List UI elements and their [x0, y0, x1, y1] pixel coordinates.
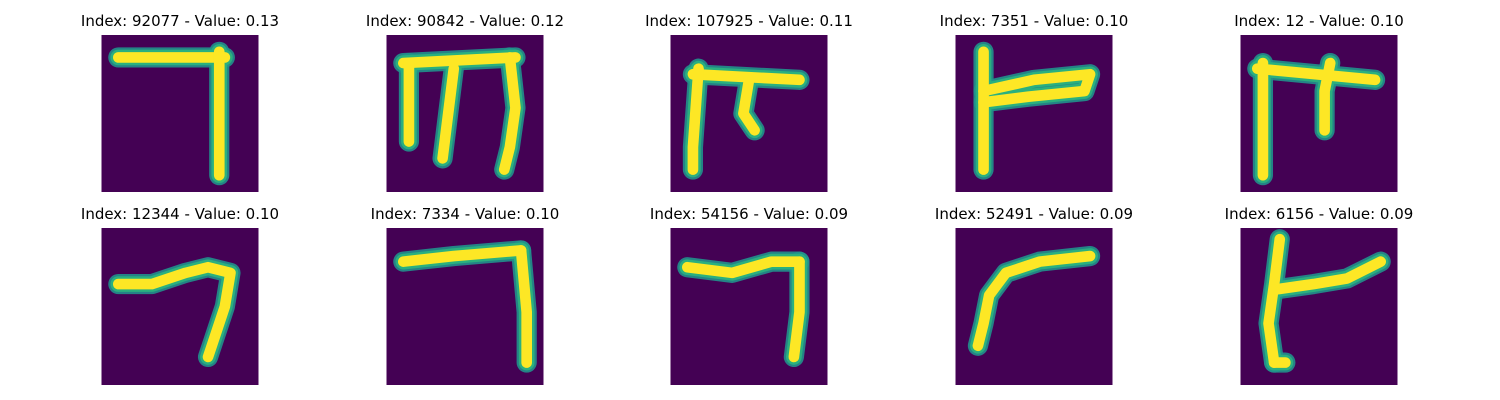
panel: Index: 52491 - Value: 0.09: [924, 205, 1144, 385]
panel-title: Index: 12 - Value: 0.10: [1234, 12, 1404, 30]
digit-strokes: [393, 47, 526, 180]
panel-title: Index: 52491 - Value: 0.09: [934, 205, 1134, 223]
digit-strokes: [1247, 52, 1386, 186]
panel-title: Index: 6156 - Value: 0.09: [1224, 205, 1414, 223]
panel: Index: 54156 - Value: 0.09: [639, 205, 859, 385]
digit-strokes: [108, 41, 235, 186]
panel-title: Index: 7334 - Value: 0.10: [370, 205, 560, 223]
panel: Index: 92077 - Value: 0.13: [70, 12, 290, 192]
digit-image: [101, 35, 259, 192]
digit-strokes: [1258, 229, 1391, 373]
panel: Index: 7351 - Value: 0.10: [924, 12, 1144, 192]
digit-image: [1240, 35, 1398, 192]
digit-image: [955, 228, 1113, 385]
panel: Index: 90842 - Value: 0.12: [355, 12, 575, 192]
digit-strokes: [682, 58, 810, 180]
digit-strokes: [677, 251, 810, 368]
panel-title: Index: 12344 - Value: 0.10: [80, 205, 280, 223]
panel: Index: 12 - Value: 0.10: [1209, 12, 1429, 192]
digit-image: [1240, 228, 1398, 385]
panel: Index: 6156 - Value: 0.09: [1209, 205, 1429, 385]
panel: Index: 12344 - Value: 0.10: [70, 205, 290, 385]
digit-image: [955, 35, 1113, 192]
panel-title: Index: 90842 - Value: 0.12: [365, 12, 565, 30]
panel: Index: 7334 - Value: 0.10: [355, 205, 575, 385]
panel-title: Index: 54156 - Value: 0.09: [649, 205, 849, 223]
digit-strokes: [973, 41, 1101, 180]
digit-image: [101, 228, 259, 385]
panel-title: Index: 92077 - Value: 0.13: [80, 12, 280, 30]
panel-title: Index: 7351 - Value: 0.10: [939, 12, 1129, 30]
panel: Index: 107925 - Value: 0.11: [639, 12, 859, 192]
digit-strokes: [967, 245, 1101, 356]
digit-strokes: [393, 240, 537, 373]
digit-image: [670, 35, 828, 192]
digit-strokes: [108, 257, 241, 368]
digit-image: [386, 228, 544, 385]
panel-title: Index: 107925 - Value: 0.11: [645, 12, 853, 30]
digit-image: [386, 35, 544, 192]
digit-image: [670, 228, 828, 385]
